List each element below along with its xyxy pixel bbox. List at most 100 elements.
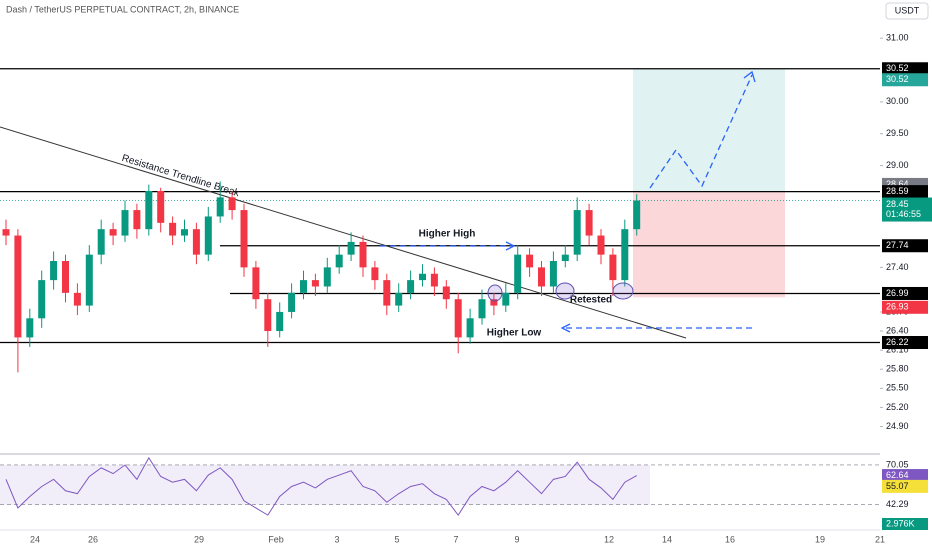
y-tick-label: 30.00	[886, 96, 909, 106]
x-tick-label: 19	[815, 534, 825, 544]
rsi-upper-label: 70.05	[886, 459, 909, 469]
candle-body	[38, 280, 46, 319]
candle-body	[478, 299, 486, 319]
y-tick-label: 24.90	[886, 421, 909, 431]
candle-body	[276, 311, 284, 332]
retest-circle	[555, 282, 575, 300]
level-tag: 28.59	[886, 186, 909, 196]
volume-tag-bg	[882, 518, 928, 530]
candle-body	[549, 261, 557, 287]
x-tick-label: 14	[662, 534, 672, 544]
last-tag-bg	[882, 197, 932, 222]
candle-body	[2, 229, 10, 236]
target-zone	[633, 68, 785, 192]
candle-body	[109, 229, 117, 236]
candle-body	[192, 229, 200, 255]
stop-tag: 26.93	[886, 302, 909, 312]
candle-body	[419, 273, 426, 281]
candle-body	[181, 229, 188, 236]
level-tag: 30.52	[886, 63, 909, 73]
x-tick-label: Feb	[268, 534, 284, 544]
retested-label: Retested	[570, 295, 612, 306]
candle-body	[97, 229, 105, 255]
candle-body	[62, 261, 69, 293]
candle-body	[121, 210, 129, 236]
level-tag-bg	[882, 185, 928, 199]
x-tick-label: 16	[725, 534, 735, 544]
y-tick-label: 25.50	[886, 383, 909, 393]
candle-body	[347, 241, 355, 255]
candle-body	[264, 299, 272, 332]
candle-body	[300, 280, 307, 293]
chart-header: Dash / TetherUS PERPETUAL CONTRACT, 2h, …	[6, 4, 239, 14]
stop-tag-bg	[882, 300, 928, 314]
high-tag: 28.64	[886, 179, 909, 189]
higher-low-label: Higher Low	[487, 328, 542, 339]
candle-body	[561, 254, 569, 262]
level-tag: 27.74	[886, 240, 909, 250]
level-tag-bg	[882, 336, 928, 350]
level-tag-bg	[882, 286, 928, 300]
countdown: 01:46:55	[886, 209, 921, 219]
y-tick-label: 29.50	[886, 128, 909, 138]
y-tick-label: 26.10	[886, 345, 909, 355]
trendline	[0, 126, 687, 339]
x-tick-label: 3	[334, 534, 339, 544]
candle-body	[311, 280, 319, 287]
x-tick-label: 26	[88, 534, 98, 544]
candle-body	[609, 254, 617, 281]
currency-button[interactable]	[885, 2, 929, 20]
projection-path	[649, 74, 753, 189]
candle-body	[430, 273, 438, 287]
candle-body	[585, 210, 593, 236]
candle-body	[145, 190, 153, 230]
rsi-line	[5, 456, 637, 516]
candle-body	[85, 254, 93, 306]
target-tag: 30.52	[886, 74, 909, 84]
stop-zone	[633, 191, 785, 298]
rsi-ma-bg	[882, 479, 928, 493]
candle-body	[73, 292, 81, 306]
candle-body	[26, 318, 34, 338]
candle-body	[502, 292, 510, 306]
level-tag: 26.22	[886, 337, 909, 347]
candle-body	[514, 254, 522, 293]
candle-body	[323, 267, 331, 287]
y-tick-label: 27.40	[886, 262, 909, 272]
rsi-lower-label: 42.29	[886, 499, 909, 509]
last-price-tag: 28.45	[886, 199, 909, 209]
level-tag-bg	[882, 239, 928, 253]
currency-label[interactable]: USDT	[895, 5, 920, 15]
arrow-head	[560, 323, 571, 333]
candle-body	[335, 254, 343, 268]
candle-body	[621, 229, 629, 281]
retest-circle	[612, 282, 634, 300]
candle-body	[228, 197, 236, 211]
higher-high-label: Higher High	[419, 229, 476, 240]
candle-body	[597, 235, 605, 255]
candle-body	[442, 286, 450, 300]
candle-body	[252, 267, 260, 300]
x-tick-label: 7	[453, 534, 458, 544]
candle-body	[359, 241, 367, 268]
candle-body	[204, 216, 212, 255]
x-tick-label: 9	[514, 534, 519, 544]
level-tag-bg	[882, 62, 928, 76]
candle-body	[395, 292, 403, 306]
candle-body	[288, 292, 296, 312]
retest-circle	[487, 284, 503, 302]
candle-body	[466, 318, 474, 338]
rsi-ma-tag: 55.07	[886, 481, 909, 491]
x-tick-label: 12	[604, 534, 614, 544]
y-tick-label: 29.00	[886, 160, 909, 170]
candle-body	[490, 299, 498, 306]
x-tick-label: 21	[875, 534, 885, 544]
candle-body	[14, 235, 22, 338]
candle-body	[407, 280, 415, 293]
candle-body	[169, 222, 177, 236]
candle-body	[50, 261, 58, 281]
level-tag: 26.99	[886, 288, 909, 298]
x-tick-label: 24	[30, 534, 40, 544]
